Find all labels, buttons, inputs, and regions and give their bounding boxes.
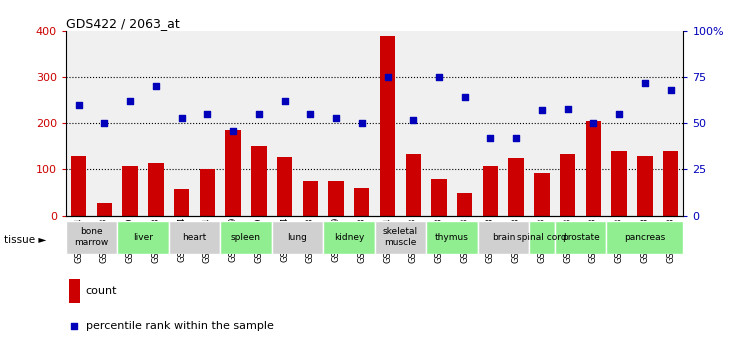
Bar — [426, 221, 477, 254]
Point — [562, 106, 574, 111]
Text: pancreas: pancreas — [624, 233, 665, 242]
Bar — [374, 221, 426, 254]
Bar — [606, 221, 683, 254]
Text: lung: lung — [287, 233, 307, 242]
Text: prostate: prostate — [561, 233, 599, 242]
Point — [175, 115, 187, 120]
Point — [382, 75, 393, 80]
Bar — [534, 173, 550, 216]
Bar — [169, 221, 220, 254]
Text: percentile rank within the sample: percentile rank within the sample — [86, 321, 273, 331]
Bar — [69, 279, 80, 303]
Bar — [477, 221, 529, 254]
Bar — [122, 166, 138, 216]
Bar — [303, 181, 318, 216]
Bar — [117, 221, 169, 254]
Bar — [174, 189, 189, 216]
Point — [459, 95, 471, 100]
Text: kidney: kidney — [334, 233, 364, 242]
Bar — [586, 121, 601, 216]
Bar — [457, 194, 472, 216]
Point — [124, 98, 136, 104]
Point — [664, 87, 676, 93]
Point — [536, 108, 548, 113]
Bar — [555, 221, 606, 254]
Point — [202, 111, 213, 117]
Point — [330, 115, 342, 120]
Text: spinal cord: spinal cord — [517, 233, 567, 242]
Bar — [529, 221, 555, 254]
Bar — [406, 154, 421, 216]
Bar — [96, 203, 112, 216]
Bar — [220, 221, 272, 254]
Bar — [431, 179, 447, 216]
Bar — [380, 36, 395, 216]
Text: liver: liver — [133, 233, 153, 242]
Bar — [71, 156, 86, 216]
Text: heart: heart — [182, 233, 207, 242]
Point — [150, 84, 162, 89]
Point — [68, 323, 80, 329]
Text: spleen: spleen — [231, 233, 261, 242]
Text: bone
marrow: bone marrow — [75, 227, 109, 247]
Text: thymus: thymus — [435, 233, 469, 242]
Bar — [354, 188, 369, 216]
Bar — [225, 130, 240, 216]
Bar — [509, 158, 524, 216]
Text: brain: brain — [492, 233, 515, 242]
Bar — [328, 181, 344, 216]
Point — [304, 111, 316, 117]
Bar — [272, 221, 323, 254]
Bar — [560, 154, 575, 216]
Point — [279, 98, 290, 104]
Point — [99, 121, 110, 126]
Point — [253, 111, 265, 117]
Point — [588, 121, 599, 126]
Point — [485, 135, 496, 141]
Bar — [611, 151, 627, 216]
Bar — [482, 166, 499, 216]
Bar — [251, 146, 267, 216]
Bar — [663, 151, 678, 216]
Point — [613, 111, 625, 117]
Point — [639, 80, 651, 86]
Point — [227, 128, 239, 134]
Bar — [200, 169, 215, 216]
Text: skeletal
muscle: skeletal muscle — [383, 227, 418, 247]
Point — [510, 135, 522, 141]
Bar — [637, 156, 653, 216]
Bar — [148, 164, 164, 216]
Point — [356, 121, 368, 126]
Text: GDS422 / 2063_at: GDS422 / 2063_at — [66, 17, 180, 30]
Bar — [277, 157, 292, 216]
Bar — [66, 221, 117, 254]
Point — [407, 117, 419, 122]
Point — [73, 102, 85, 108]
Text: tissue ►: tissue ► — [4, 235, 46, 245]
Point — [433, 75, 445, 80]
Bar — [323, 221, 374, 254]
Text: count: count — [86, 286, 117, 296]
